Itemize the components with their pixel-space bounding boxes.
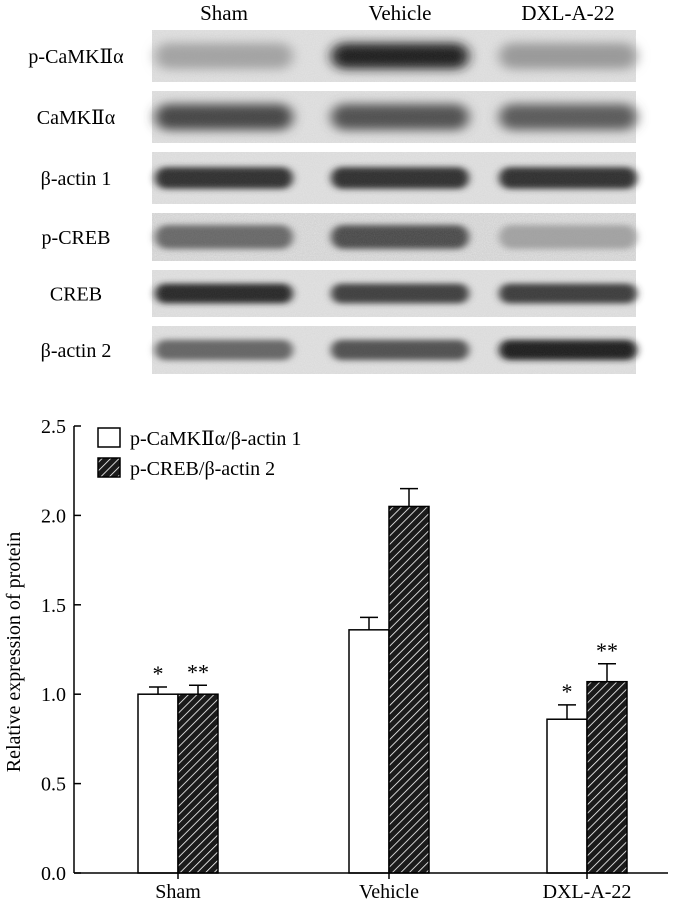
significance-marker: ** <box>596 638 618 663</box>
blot-column-label: Sham <box>200 1 248 25</box>
legend-swatch <box>97 457 121 478</box>
blot-row: p-CREB <box>42 213 637 261</box>
y-tick-label: 1.5 <box>41 595 66 617</box>
bar <box>137 693 179 874</box>
blot-row-label: CaMKⅡα <box>37 107 116 129</box>
bar <box>388 505 430 874</box>
bar <box>177 693 219 874</box>
blot-row-label: p-CREB <box>42 227 111 249</box>
bars: * ***** <box>137 487 628 874</box>
blot-column-label: Vehicle <box>369 1 432 25</box>
y-tick-label: 0.0 <box>41 863 66 885</box>
legend-swatch <box>97 427 121 448</box>
blot-noise <box>152 30 636 82</box>
x-tick-label: Vehicle <box>359 881 419 900</box>
x-tick-label: Sham <box>155 881 201 900</box>
y-tick-label: 0.5 <box>41 774 66 796</box>
bar <box>546 718 588 874</box>
significance-marker: ** <box>187 659 209 684</box>
legend-label: p-CaMKⅡα/β-actin 1 <box>130 428 301 450</box>
blot-column-labels: Sham Vehicle DXL-A-22 <box>200 1 615 25</box>
y-tick-label: 2.0 <box>41 505 66 527</box>
blot-row-label: β-actin 1 <box>41 168 112 190</box>
blot-noise <box>152 213 636 261</box>
legend: p-CaMKⅡα/β-actin 1 p-CREB/β-actin 2 <box>97 427 301 480</box>
blot-noise <box>152 91 636 143</box>
legend-label: p-CREB/β-actin 2 <box>130 458 275 480</box>
blot-noise <box>152 152 636 204</box>
blot-row: p-CaMKⅡα <box>28 30 637 82</box>
bar <box>348 629 390 874</box>
y-tick-label: 1.0 <box>41 684 66 706</box>
bar <box>586 680 628 874</box>
y-axis-label: Relative expression of protein <box>3 532 25 773</box>
blot-row: CREB <box>50 270 637 317</box>
x-tick-label: DXL-A-22 <box>543 881 632 900</box>
x-axis: Sham Vehicle DXL-A-22 <box>74 872 668 900</box>
significance-marker: * <box>562 679 573 704</box>
blot-row-label: p-CaMKⅡα <box>28 46 124 68</box>
y-axis: 0.0 0.5 1.0 1.5 2.0 2.5 <box>41 416 81 885</box>
blot-noise <box>152 270 636 317</box>
blot-row: β-actin 2 <box>41 326 637 374</box>
western-blot-panel: Sham Vehicle DXL-A-22 p-CaMKⅡα CaMKⅡα β-acti… <box>28 1 637 374</box>
blot-row: CaMKⅡα <box>37 91 637 143</box>
blot-row: β-actin 1 <box>41 152 637 204</box>
blot-row-label: β-actin 2 <box>41 340 112 362</box>
blot-rows: p-CaMKⅡα CaMKⅡα β-actin 1 p-CREB CREB β-actin… <box>28 30 637 374</box>
blot-row-label: CREB <box>50 284 102 306</box>
significance-marker: * <box>153 661 164 686</box>
blot-column-label: DXL-A-22 <box>521 1 614 25</box>
blot-noise <box>152 326 636 374</box>
y-tick-label: 2.5 <box>41 416 66 438</box>
bar-chart: 0.00.51.01.52.02.5 * ***** Sham Vehicle DXL… <box>3 416 668 900</box>
